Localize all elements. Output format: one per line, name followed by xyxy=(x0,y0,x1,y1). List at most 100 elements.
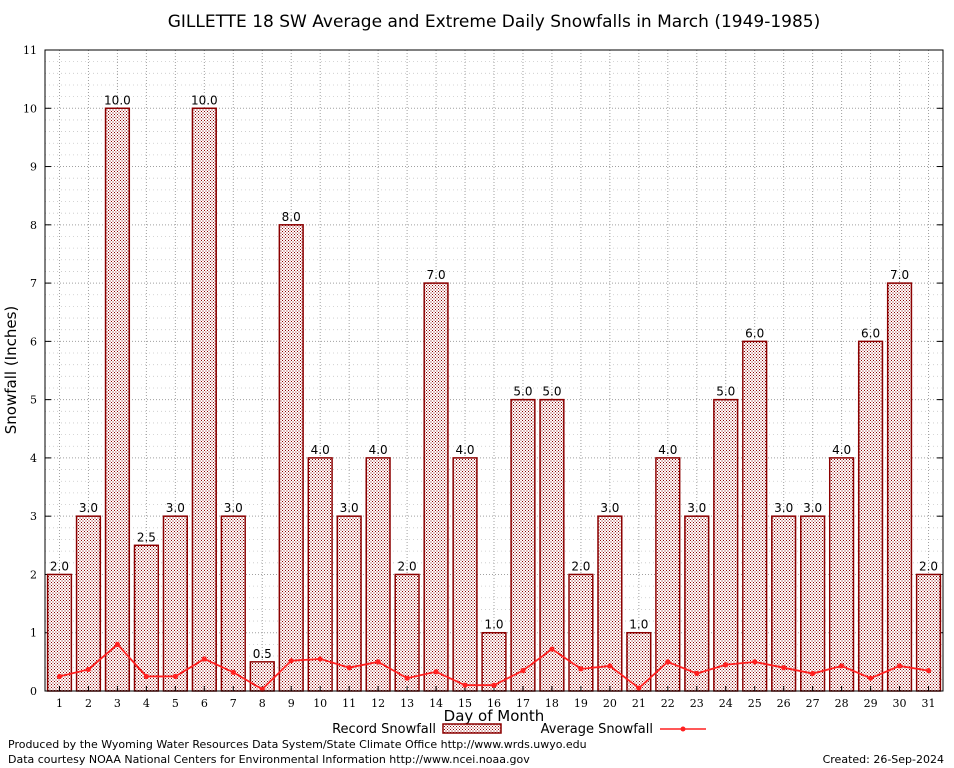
average-point xyxy=(752,659,758,665)
chart-title: GILLETTE 18 SW Average and Extreme Daily… xyxy=(168,12,821,32)
average-point xyxy=(578,666,584,672)
bar-data-label: 7.0 xyxy=(427,268,446,282)
y-tick-label: 8 xyxy=(30,219,37,232)
bar-data-label: 0.5 xyxy=(253,647,272,661)
average-point xyxy=(491,682,497,688)
record-bar xyxy=(713,398,739,692)
y-axis-label: Snowfall (Inches) xyxy=(2,306,20,434)
x-tick-label: 24 xyxy=(719,697,733,710)
record-bar xyxy=(684,515,710,692)
x-tick-label: 9 xyxy=(288,697,295,710)
x-tick-label: 1 xyxy=(56,697,63,710)
bar-data-label: 4.0 xyxy=(311,443,330,457)
average-line xyxy=(56,641,932,692)
average-point xyxy=(781,665,787,671)
bar-data-label: 2.0 xyxy=(919,559,938,573)
record-bar xyxy=(742,340,768,692)
record-bar xyxy=(568,573,594,692)
average-point xyxy=(114,641,121,647)
x-tick-label: 22 xyxy=(661,697,675,710)
bar-data-label: 4.0 xyxy=(455,443,474,457)
average-point xyxy=(433,669,439,675)
average-point xyxy=(839,663,845,669)
y-tick-label: 6 xyxy=(30,335,37,348)
legend-average-marker xyxy=(680,726,686,732)
bar-data-label: 3.0 xyxy=(79,501,98,515)
bar-data-label: 8.0 xyxy=(282,210,301,224)
average-point xyxy=(607,663,613,669)
record-bar xyxy=(220,515,246,692)
x-tick-label: 20 xyxy=(603,697,617,710)
record-bar xyxy=(481,631,507,692)
x-axis-ticks: 1 2 3 4 5 6 7 8 9 10 11 12 13 14 15 16 17 18 19 20 21 22 23 24 2… xyxy=(56,686,936,710)
bar-data-label: 4.0 xyxy=(658,443,677,457)
x-tick-label: 27 xyxy=(806,697,820,710)
record-bar xyxy=(307,457,333,692)
record-bar xyxy=(423,282,449,692)
bar-data-label: 2.5 xyxy=(137,530,156,544)
x-tick-label: 14 xyxy=(429,697,443,710)
bar-data-label: 7.0 xyxy=(890,268,909,282)
bar-data-label: 5.0 xyxy=(513,385,532,399)
bar-data-label: 5.0 xyxy=(542,385,561,399)
bar-data-label: 4.0 xyxy=(832,443,851,457)
bar-data-label: 2.0 xyxy=(398,559,417,573)
x-tick-label: 17 xyxy=(516,697,530,710)
average-point xyxy=(810,670,816,677)
footer-produced-by: Produced by the Wyoming Water Resources … xyxy=(8,738,587,751)
x-tick-label: 8 xyxy=(259,697,266,710)
bar-data-labels: 2.0 3.0 10.0 2.5 3.0 10.0 3.0 0.5 8.0 4.0 3.0 4.0 2.… xyxy=(50,93,938,661)
x-axis-label: Day of Month xyxy=(444,707,545,725)
record-bar xyxy=(886,282,913,692)
bar-data-label: 3.0 xyxy=(166,501,185,515)
average-point xyxy=(201,656,207,662)
bar-data-label: 1.0 xyxy=(629,618,648,632)
average-point xyxy=(85,666,92,673)
x-tick-label: 23 xyxy=(690,697,704,710)
average-point xyxy=(288,658,294,664)
x-tick-label: 13 xyxy=(400,697,414,710)
bar-data-label: 3.0 xyxy=(803,501,822,515)
bar-data-label: 2.0 xyxy=(50,559,69,573)
bar-data-label: 3.0 xyxy=(687,501,706,515)
y-tick-label: 2 xyxy=(30,568,37,581)
y-tick-label: 5 xyxy=(30,394,37,407)
average-point xyxy=(143,673,149,680)
average-point xyxy=(404,675,410,681)
average-point xyxy=(925,668,932,674)
record-bar xyxy=(915,573,942,692)
average-point xyxy=(462,682,468,688)
x-tick-label: 10 xyxy=(313,697,327,710)
average-point xyxy=(694,670,700,677)
record-bar xyxy=(278,224,304,692)
record-bar xyxy=(104,107,131,692)
average-point xyxy=(896,663,903,669)
legend: Record Snowfall Average Snowfall xyxy=(332,722,706,737)
legend-record-swatch xyxy=(442,723,502,734)
record-bar xyxy=(771,515,797,692)
record-bar xyxy=(365,457,391,692)
x-tick-label: 15 xyxy=(458,697,472,710)
footer-data-courtesy: Data courtesy NOAA National Centers for … xyxy=(8,753,530,766)
x-tick-label: 4 xyxy=(143,697,150,710)
record-bar xyxy=(191,107,217,692)
y-axis-ticks: 0 1 2 3 4 5 6 7 8 9 10 11 xyxy=(23,44,943,698)
x-tick-label: 3 xyxy=(114,697,121,710)
x-tick-label: 12 xyxy=(371,697,385,710)
record-bar xyxy=(857,340,884,692)
bar-data-label: 10.0 xyxy=(104,93,131,107)
y-tick-label: 0 xyxy=(30,685,37,698)
average-point xyxy=(346,665,352,671)
footer-created: Created: 26-Sep-2024 xyxy=(823,753,944,766)
legend-average-label: Average Snowfall xyxy=(541,722,653,737)
x-tick-label: 18 xyxy=(545,697,559,710)
average-point xyxy=(172,673,178,680)
bar-data-label: 3.0 xyxy=(224,501,243,515)
y-tick-label: 3 xyxy=(30,510,37,523)
bar-data-label: 1.0 xyxy=(484,618,503,632)
average-point xyxy=(375,659,381,665)
average-point xyxy=(520,668,526,674)
x-tick-label: 28 xyxy=(835,697,849,710)
record-bar xyxy=(800,515,826,692)
